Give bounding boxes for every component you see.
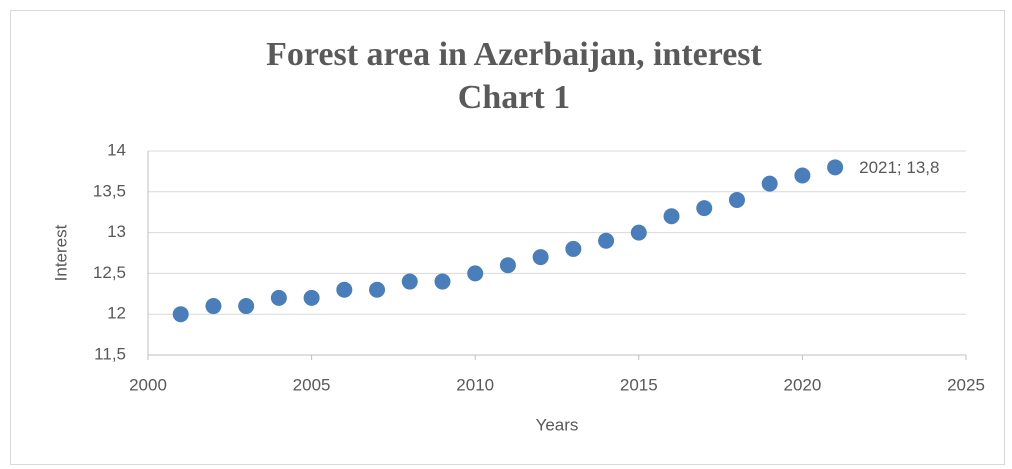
chart-subtitle: Chart 1 xyxy=(458,79,570,116)
x-tick-label: 2015 xyxy=(620,375,658,394)
point xyxy=(303,289,320,306)
point xyxy=(467,265,484,282)
point xyxy=(598,232,615,249)
chart-title: Forest area in Azerbaijan, interest xyxy=(266,36,762,73)
x-tick-label: 2025 xyxy=(947,375,985,394)
data-label: 2021; 13,8 xyxy=(859,158,939,177)
point xyxy=(172,306,189,323)
point xyxy=(270,289,287,306)
point xyxy=(499,257,516,274)
point xyxy=(663,208,680,225)
point xyxy=(532,249,549,266)
point xyxy=(434,273,451,290)
chart-border xyxy=(10,10,1005,465)
point xyxy=(565,240,582,257)
y-tick-label: 13 xyxy=(107,222,126,241)
point xyxy=(336,281,353,298)
point xyxy=(401,273,418,290)
y-tick-label: 13,5 xyxy=(93,181,126,200)
point xyxy=(827,159,844,176)
x-axis-label: Years xyxy=(536,415,579,434)
x-tick-label: 2010 xyxy=(456,375,494,394)
point xyxy=(205,298,222,315)
y-tick-label: 12 xyxy=(107,304,126,323)
point xyxy=(630,224,647,241)
x-tick-label: 2000 xyxy=(129,375,167,394)
x-tick-label: 2005 xyxy=(293,375,331,394)
y-tick-label: 12,5 xyxy=(93,263,126,282)
point xyxy=(728,191,745,208)
point xyxy=(761,175,778,192)
y-axis-label: Interest xyxy=(51,224,70,281)
y-tick-label: 11,5 xyxy=(94,344,126,363)
point xyxy=(369,281,386,298)
x-tick-label: 2020 xyxy=(783,375,821,394)
y-tick-label: 14 xyxy=(107,140,126,159)
point xyxy=(238,298,255,315)
point xyxy=(794,167,811,184)
point xyxy=(696,200,713,217)
